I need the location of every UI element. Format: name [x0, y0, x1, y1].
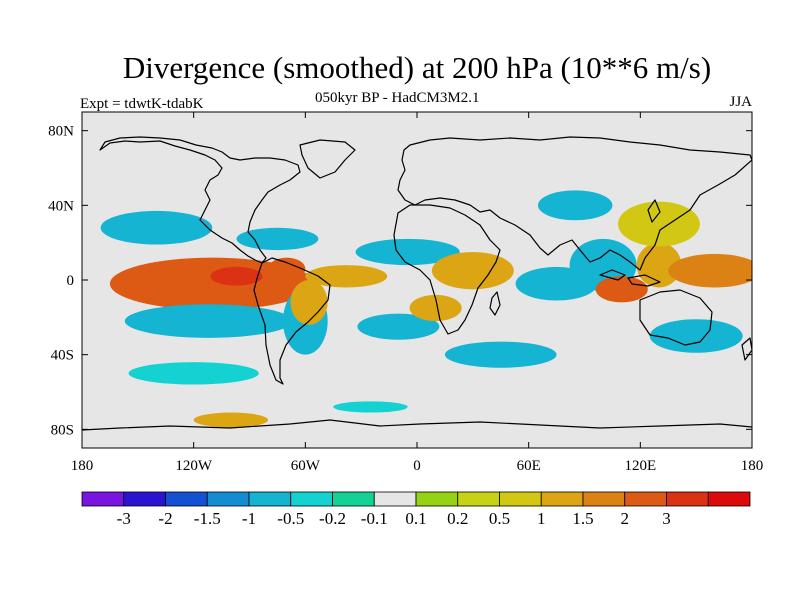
lat-tick-label: 80S [51, 422, 74, 438]
divergence-anomaly [333, 401, 408, 413]
indonesia-coast [599, 269, 661, 287]
colorbar-label: -1 [242, 509, 256, 528]
colorbar-swatch [666, 491, 709, 507]
colorbar-swatch [582, 491, 626, 507]
colorbar-swatch [290, 491, 333, 507]
colorbar-swatch [373, 491, 417, 507]
divergence-anomaly [290, 280, 328, 325]
africa-coast [393, 204, 501, 335]
madagascar-coast [489, 291, 501, 316]
colorbar-label: 3 [662, 509, 671, 528]
colorbar-swatch [123, 491, 166, 507]
colorbar-label: -2 [158, 509, 172, 528]
north-america-coast [99, 136, 301, 264]
lon-tick-label: 60W [291, 458, 321, 474]
lat-tick-label: 80N [48, 124, 74, 140]
lon-tick-label: 180 [741, 458, 764, 474]
colorbar-label: 1 [537, 509, 546, 528]
antarctica-coast [82, 419, 752, 431]
divergence-anomaly [431, 251, 514, 290]
lon-tick-label: 120W [175, 458, 213, 474]
colorbar-label: -0.5 [277, 509, 304, 528]
divergence-anomaly [128, 362, 259, 385]
divergence-anomaly [668, 253, 752, 288]
season-label: JJA [729, 94, 752, 110]
experiment-label: Expt = tdwtK-tdabK [80, 96, 204, 112]
lat-tick-label: 0 [67, 273, 75, 289]
divergence-anomaly [355, 238, 460, 266]
colorbar-swatch [332, 491, 375, 507]
divergence-anomaly [210, 266, 263, 286]
lon-tick-label: 180 [71, 458, 94, 474]
divergence-anomaly [268, 257, 306, 280]
lon-tick-label: 60E [517, 458, 541, 474]
greenland-coast [299, 139, 356, 179]
lat-tick-label: 40N [48, 198, 74, 214]
eurasia-coast [397, 136, 752, 271]
colorbar-swatch [81, 491, 125, 507]
colorbar-label: 0.5 [489, 509, 510, 528]
plot-title: Divergence (smoothed) at 200 hPa (10**6 … [122, 50, 712, 85]
australia-coast [639, 289, 713, 346]
colorbar-label: -0.1 [361, 509, 388, 528]
divergence-anomaly [100, 210, 213, 245]
divergence-anomaly [409, 294, 462, 322]
colorbar-swatch [165, 491, 208, 507]
divergence-anomaly [357, 313, 440, 340]
colorbar-label: 1.5 [572, 509, 593, 528]
divergence-anomaly [193, 412, 269, 428]
coastlines [82, 136, 752, 431]
divergence-anomaly [537, 190, 613, 221]
colorbar-label: 2 [621, 509, 630, 528]
colorbar-label: -1.5 [194, 509, 221, 528]
colorbar-swatch [540, 491, 584, 507]
divergence-anomaly [444, 341, 557, 368]
lat-tick-label: 40S [51, 348, 74, 364]
plot-subtitle: 050kyr BP - HadCM3M2.1 [315, 90, 480, 106]
divergence-anomaly [109, 257, 315, 310]
colorbar-label: -3 [117, 509, 131, 528]
colorbar: -3 -2 -1.5 -1 -0.5 -0.2 -0.1 0.1 0.2 0.5 1 1.5 2 3 [81, 491, 751, 528]
divergence-anomaly [649, 319, 743, 353]
colorbar-swatch [457, 491, 500, 507]
divergence-anomaly [618, 201, 700, 247]
colorbar-swatch [499, 491, 542, 507]
divergence-anomaly [124, 304, 293, 338]
colorbar-label: 0.1 [405, 509, 426, 528]
colorbar-swatch [707, 491, 751, 507]
colorbar-label: -0.2 [319, 509, 346, 528]
colorbar-swatch [624, 491, 667, 507]
south-america-coast [253, 257, 331, 385]
divergence-anomaly [595, 276, 648, 303]
colorbar-swatch [415, 491, 459, 507]
lon-tick-label: 0 [413, 458, 421, 474]
map-axes: 80N 40N 0 40S 80S 180 120W 60W 0 60E 120E 180 [48, 112, 763, 474]
japan-coast [647, 199, 661, 223]
colorbar-swatch [248, 491, 292, 507]
colorbar-label: 0.2 [447, 509, 468, 528]
colorbar-swatch [206, 491, 250, 507]
new-zealand-coast [741, 337, 752, 361]
lon-tick-label: 120E [624, 458, 656, 474]
